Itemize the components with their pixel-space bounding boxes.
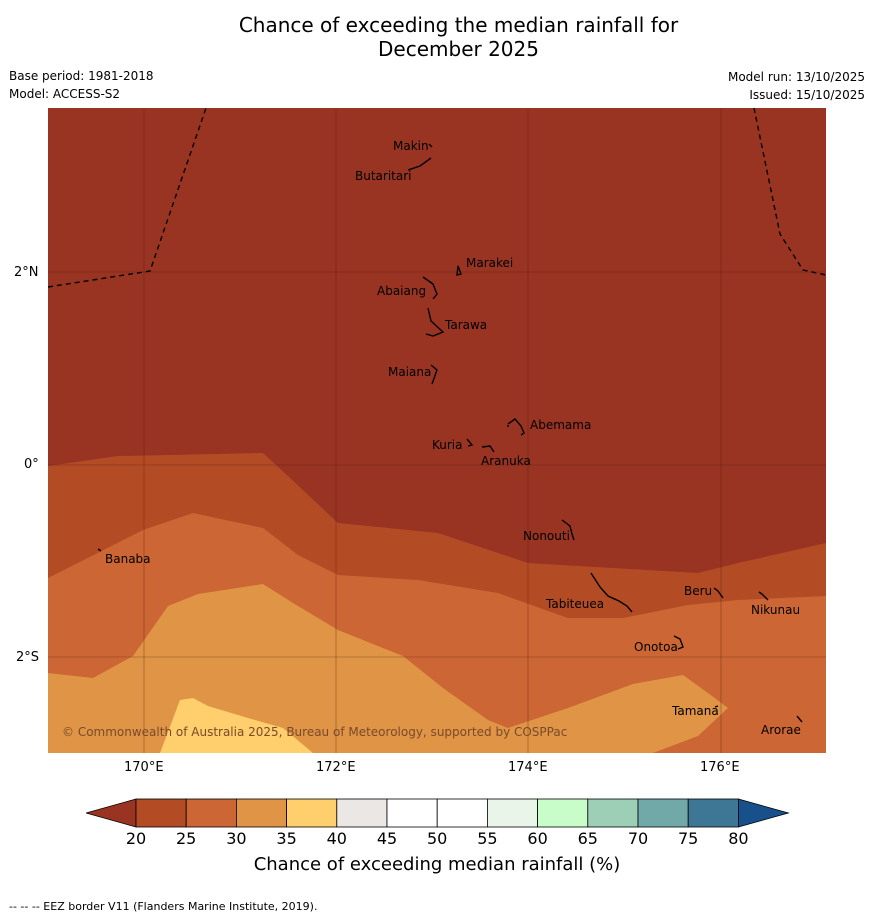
colorbar-label-70: 70 bbox=[627, 829, 649, 848]
colorbar-label-60: 60 bbox=[527, 829, 548, 848]
colorbar-bin-1 bbox=[185, 798, 237, 828]
lon-tick-172: 172°E bbox=[316, 760, 356, 775]
colorbar-label-75: 75 bbox=[678, 829, 699, 848]
colorbar-label-40: 40 bbox=[326, 829, 347, 848]
island-label-tamana: Tamana bbox=[671, 704, 719, 718]
colorbar-label-80: 80 bbox=[728, 829, 749, 848]
island-label-abaiang: Abaiang bbox=[377, 284, 426, 298]
title-line-2: December 2025 bbox=[378, 37, 539, 61]
lon-tick-176: 176°E bbox=[700, 760, 740, 775]
colorbar-title: Chance of exceeding median rainfall (%) bbox=[253, 854, 621, 875]
island-label-beru: Beru bbox=[684, 584, 712, 598]
island-label-maiana: Maiana bbox=[388, 365, 431, 379]
eez-border bbox=[48, 108, 826, 288]
island-label-arorae: Arorae bbox=[761, 723, 801, 737]
island-label-nonouti: Nonouti bbox=[523, 529, 570, 543]
issued-date: Issued: 15/10/2025 bbox=[749, 88, 865, 102]
colorbar-extend-high bbox=[738, 798, 790, 828]
eez-footer-note: -- -- -- EEZ border V11 (Flanders Marine… bbox=[9, 900, 318, 913]
island-label-tabiteuea: Tabiteuea bbox=[545, 597, 604, 611]
island-label-aranuka: Aranuka bbox=[481, 454, 531, 468]
colorbar-bin-4 bbox=[336, 798, 388, 828]
model-run: Model run: 13/10/2025 bbox=[727, 70, 865, 84]
base-period: Base period: 1981-2018 bbox=[9, 69, 154, 83]
lon-tick-174: 174°E bbox=[508, 760, 548, 775]
lon-tick-170: 170°E bbox=[124, 760, 164, 775]
colorbar-bin-0 bbox=[135, 798, 187, 828]
colorbar-bin-2 bbox=[235, 798, 287, 828]
rainfall-map: Makin Butaritari Marakei Abaiang Tarawa Maian… bbox=[48, 108, 826, 753]
colorbar-label-65: 65 bbox=[577, 829, 598, 848]
colorbar-bin-3 bbox=[286, 798, 338, 828]
title-line-1: Chance of exceeding the median rainfall … bbox=[238, 13, 679, 37]
lat-tick-2n: 2°N bbox=[14, 265, 39, 280]
colorbar-bin-7 bbox=[486, 798, 538, 828]
island-label-marakei: Marakei bbox=[466, 256, 513, 270]
colorbar-label-50: 50 bbox=[427, 829, 448, 848]
colorbar-bin-10 bbox=[637, 798, 689, 828]
island-label-kuria: Kuria bbox=[432, 438, 463, 452]
island-label-banaba: Banaba bbox=[105, 552, 151, 566]
island-label-abemama: Abemama bbox=[530, 418, 591, 432]
colorbar-label-20: 20 bbox=[125, 829, 147, 848]
band-35-40 bbox=[160, 698, 313, 753]
copyright-text: © Commonwealth of Australia 2025, Bureau… bbox=[62, 725, 567, 739]
model-name: Model: ACCESS-S2 bbox=[9, 87, 121, 101]
island-outlines bbox=[97, 143, 803, 723]
colorbar-bin-5 bbox=[386, 798, 438, 828]
colorbar-extend-low bbox=[86, 798, 137, 828]
lat-tick-0: 0° bbox=[24, 457, 39, 472]
colorbar-label-55: 55 bbox=[477, 829, 498, 848]
colorbar-bin-11 bbox=[687, 798, 739, 828]
island-label-tarawa: Tarawa bbox=[444, 318, 487, 332]
colorbar-bin-9 bbox=[587, 798, 639, 828]
colorbar-label-45: 45 bbox=[376, 829, 398, 848]
colorbar-bin-6 bbox=[436, 798, 488, 828]
island-label-onotoa: Onotoa bbox=[634, 640, 678, 654]
graticule bbox=[48, 108, 826, 753]
colorbar-label-30: 30 bbox=[226, 829, 247, 848]
island-label-nikunau: Nikunau bbox=[751, 603, 800, 617]
colorbar-label-35: 35 bbox=[276, 829, 297, 848]
island-label-makin: Makin bbox=[393, 139, 429, 153]
colorbar-label-25: 25 bbox=[176, 829, 197, 848]
island-label-butaritari: Butaritari bbox=[355, 169, 412, 183]
lat-tick-2s: 2°S bbox=[16, 650, 40, 665]
colorbar-bin-8 bbox=[537, 798, 589, 828]
colorbar bbox=[86, 798, 790, 828]
island-labels: Makin Butaritari Marakei Abaiang Tarawa Maian… bbox=[105, 139, 801, 737]
